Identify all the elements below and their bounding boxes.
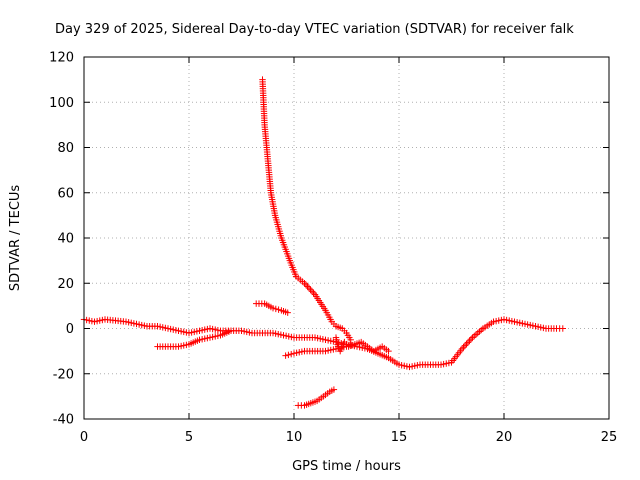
y-tick-label: -40 bbox=[53, 413, 74, 428]
chart-title: Day 329 of 2025, Sidereal Day-to-day VTE… bbox=[55, 22, 574, 37]
data-point bbox=[275, 306, 282, 313]
data-point bbox=[302, 281, 310, 289]
x-tick-label: 20 bbox=[496, 430, 513, 445]
data-point bbox=[284, 309, 291, 316]
x-tick-label: 10 bbox=[286, 430, 303, 445]
data-point bbox=[301, 280, 308, 287]
data-point bbox=[464, 339, 472, 346]
y-tick-label: 60 bbox=[57, 186, 74, 201]
y-tick-label: 120 bbox=[49, 51, 74, 66]
data-point bbox=[310, 289, 317, 297]
data-point bbox=[269, 304, 277, 312]
data-point bbox=[285, 351, 292, 359]
y-tick-label: -20 bbox=[53, 367, 74, 382]
data-points bbox=[80, 76, 566, 409]
data-point bbox=[282, 352, 289, 359]
data-point bbox=[385, 347, 392, 355]
data-point bbox=[460, 344, 467, 351]
data-point bbox=[461, 342, 469, 349]
data-point bbox=[467, 335, 475, 343]
data-point bbox=[330, 386, 338, 393]
plot-frame bbox=[83, 56, 610, 420]
x-axis-title: GPS time / hours bbox=[292, 459, 401, 474]
data-point bbox=[305, 284, 313, 292]
data-point bbox=[272, 305, 279, 313]
x-tick-label: 15 bbox=[391, 430, 408, 445]
data-point bbox=[466, 337, 473, 344]
x-tick-label: 0 bbox=[80, 430, 88, 445]
data-point bbox=[559, 325, 566, 332]
x-tick-label: 25 bbox=[601, 430, 618, 445]
x-tick-label: 5 bbox=[185, 430, 193, 445]
data-point bbox=[304, 283, 311, 290]
data-point bbox=[227, 327, 235, 334]
data-point bbox=[288, 350, 295, 358]
grid-lines bbox=[84, 57, 609, 419]
data-point bbox=[347, 336, 354, 344]
y-axis-title: SDTVAR / TECUs bbox=[8, 185, 23, 292]
data-point bbox=[308, 288, 316, 295]
axes: 0 5 10 15 20 25 -40 -20 0 20 40 60 80 100 120 bbox=[49, 51, 617, 446]
y-tick-label: 0 bbox=[66, 322, 74, 337]
data-point bbox=[463, 340, 470, 348]
data-point bbox=[307, 286, 314, 293]
y-tick-label: 40 bbox=[57, 232, 74, 247]
y-tick-label: 100 bbox=[49, 96, 74, 111]
data-point bbox=[458, 345, 466, 353]
y-tick-label: 20 bbox=[57, 277, 74, 292]
y-tick-label: 80 bbox=[57, 141, 74, 156]
